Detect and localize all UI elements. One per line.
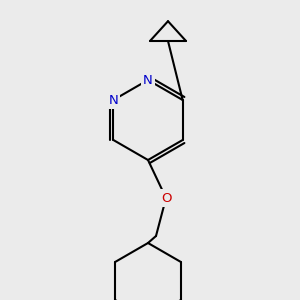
Text: O: O (161, 191, 171, 205)
Text: N: N (109, 94, 118, 106)
Text: N: N (143, 74, 153, 86)
